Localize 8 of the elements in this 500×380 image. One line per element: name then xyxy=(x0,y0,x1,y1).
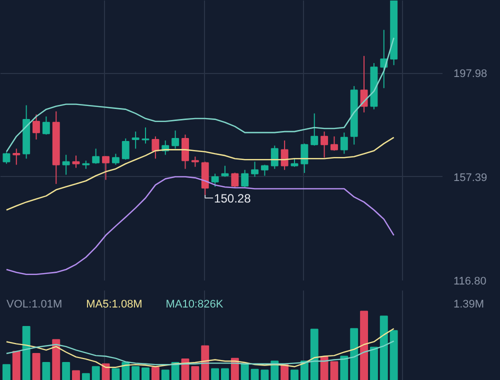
text: 1.39M xyxy=(454,298,484,310)
y-tick-label: 157.39 xyxy=(454,172,488,184)
y-tick-label: 116.80 xyxy=(454,276,486,288)
annotation: 150.28 xyxy=(214,192,252,206)
text: MA5:1.08M xyxy=(86,298,142,310)
text: MA10:826K xyxy=(166,298,224,310)
y-tick-label: 197.98 xyxy=(454,68,488,80)
text: VOL:1.01M xyxy=(6,298,62,310)
